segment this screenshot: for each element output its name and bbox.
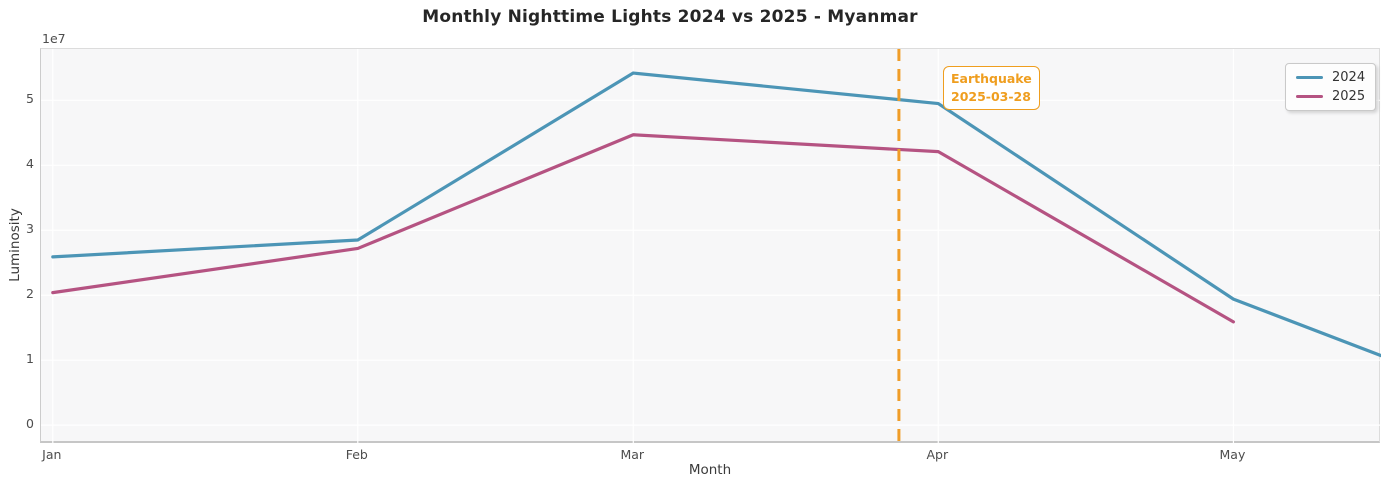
earthquake-annotation: Earthquake 2025-03-28 <box>943 66 1040 110</box>
y-tick-label: 1 <box>26 351 34 367</box>
x-axis-label: Month <box>688 462 732 478</box>
series-line-2024 <box>51 71 1381 358</box>
y-tick-label: 0 <box>26 416 34 432</box>
y-tick-label: 3 <box>26 221 34 237</box>
legend-swatch-2024 <box>1296 75 1323 80</box>
plot-area <box>40 48 1381 444</box>
y-axis-offset-label: 1e7 <box>42 31 66 46</box>
chart-canvas <box>41 49 1381 444</box>
legend-label: 2025 <box>1332 89 1366 104</box>
series-line-2025 <box>51 133 1236 324</box>
legend-swatch-2025 <box>1296 94 1323 99</box>
x-tick-label: Mar <box>620 447 645 462</box>
x-tick-label: Apr <box>926 447 949 462</box>
legend-label: 2024 <box>1332 70 1366 85</box>
x-tick-label: Jan <box>42 447 62 462</box>
annotation-title: Earthquake <box>951 71 1032 86</box>
y-axis-label: Luminosity <box>7 208 23 282</box>
legend-item-2024: 2024 <box>1296 71 1365 84</box>
annotation-date: 2025-03-28 <box>951 89 1031 104</box>
x-tick-label: Feb <box>345 447 368 462</box>
legend-item-2025: 2025 <box>1296 90 1365 103</box>
legend: 2024 2025 <box>1285 63 1377 111</box>
chart-title: Monthly Nighttime Lights 2024 vs 2025 - … <box>422 7 918 27</box>
y-tick-label: 4 <box>26 156 34 172</box>
y-tick-label: 5 <box>26 91 34 107</box>
x-tick-label: May <box>1219 447 1246 462</box>
y-tick-label: 2 <box>26 286 34 302</box>
